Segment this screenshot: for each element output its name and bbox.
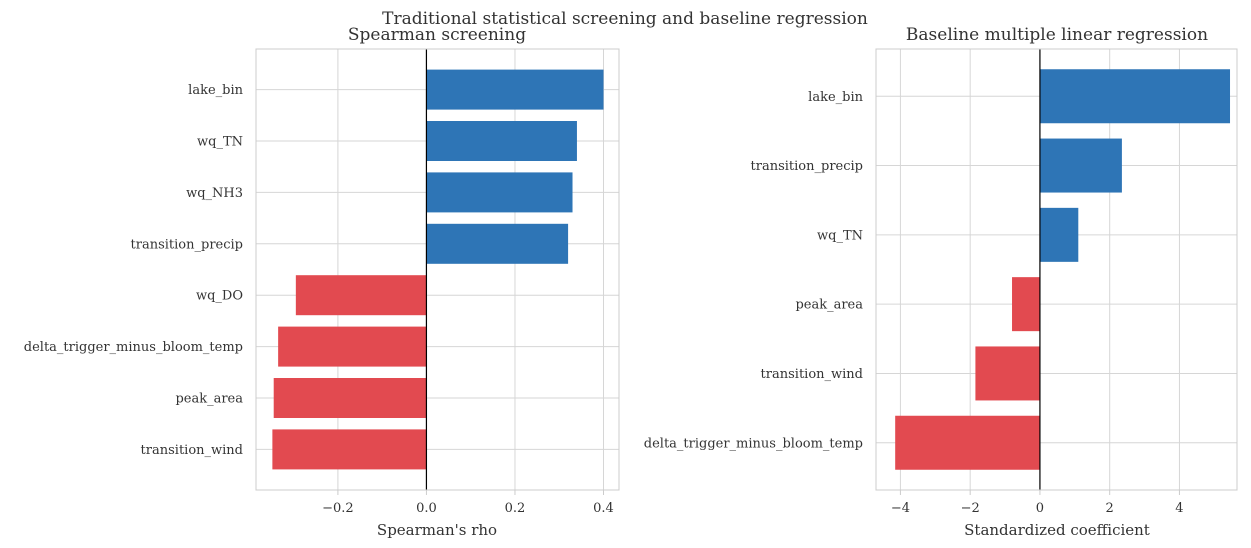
spearman-x-tick-label: −0.2 [322, 501, 354, 516]
regression-bar-delta_trigger_minus_bloom_temp [895, 415, 1040, 470]
regression-category-label: transition_wind [761, 367, 863, 382]
spearman-category-labels: lake_bin wq_TN wq_NH3 transition_precip wq_D… [24, 83, 244, 458]
regression-category-label: transition_precip [751, 159, 863, 174]
spearman-bar-lake_bin [426, 69, 604, 110]
spearman-category-label: wq_NH3 [186, 186, 243, 201]
spearman-x-tick-label: 0.2 [505, 501, 526, 516]
regression-category-label: wq_TN [817, 228, 863, 243]
regression-category-label: lake_bin [808, 90, 863, 105]
regression-x-tick-label: −2 [961, 501, 980, 516]
spearman-category-label: transition_precip [131, 237, 243, 252]
spearman-category-label: lake_bin [188, 83, 243, 98]
spearman-bar-wq_DO [295, 275, 427, 316]
spearman-bars [272, 69, 604, 470]
regression-panel: Baseline multiple linear regression lake… [644, 25, 1238, 539]
regression-x-ticks: −4 −2 0 2 4 [891, 490, 1184, 516]
spearman-bar-delta_trigger_minus_bloom_temp [278, 326, 427, 367]
spearman-panel: Spearman screening lake_bin wq_TN wq_NH3tr… [24, 25, 620, 539]
regression-bar-transition_precip [1039, 138, 1122, 193]
spearman-bar-wq_TN [426, 121, 577, 161]
spearman-category-label: delta_trigger_minus_bloom_temp [24, 340, 243, 355]
regression-title: Baseline multiple linear regression [906, 25, 1208, 45]
figure-suptitle: Traditional statistical screening and ba… [382, 9, 868, 29]
spearman-xlabel: Spearman's rho [377, 521, 497, 539]
spearman-x-tick-label: 0.0 [416, 501, 437, 516]
regression-bar-peak_area [1012, 277, 1040, 332]
spearman-x-tick-label: 0.4 [593, 501, 614, 516]
regression-x-tick-label: 2 [1106, 501, 1114, 516]
regression-bars [895, 69, 1231, 470]
regression-x-tick-label: −4 [891, 501, 910, 516]
spearman-bar-transition_precip [426, 223, 569, 264]
spearman-category-label: wq_TN [197, 135, 243, 150]
spearman-frame [255, 48, 620, 491]
spearman-x-ticks: −0.2 0.0 0.2 0.4 [322, 490, 614, 516]
regression-x-tick-label: 0 [1036, 501, 1044, 516]
spearman-grid [256, 49, 619, 490]
spearman-category-label: peak_area [175, 392, 243, 407]
regression-bar-transition_wind [975, 346, 1040, 401]
regression-x-tick-label: 4 [1175, 501, 1183, 516]
regression-bar-wq_TN [1039, 207, 1079, 262]
spearman-category-label: wq_DO [196, 289, 243, 304]
regression-xlabel: Standardized coefficient [964, 521, 1150, 539]
spearman-bar-wq_NH3 [426, 172, 573, 213]
regression-category-label: delta_trigger_minus_bloom_temp [644, 436, 863, 451]
regression-category-label: peak_area [795, 298, 863, 313]
spearman-bar-transition_wind [272, 429, 427, 470]
regression-bar-lake_bin [1039, 69, 1231, 124]
spearman-category-label: transition_wind [141, 443, 243, 458]
regression-category-labels: lake_bin transition_precip wq_TN peak_areat… [644, 90, 864, 452]
regression-frame [875, 48, 1238, 491]
spearman-title: Spearman screening [348, 25, 526, 45]
spearman-bar-peak_area [273, 378, 427, 418]
